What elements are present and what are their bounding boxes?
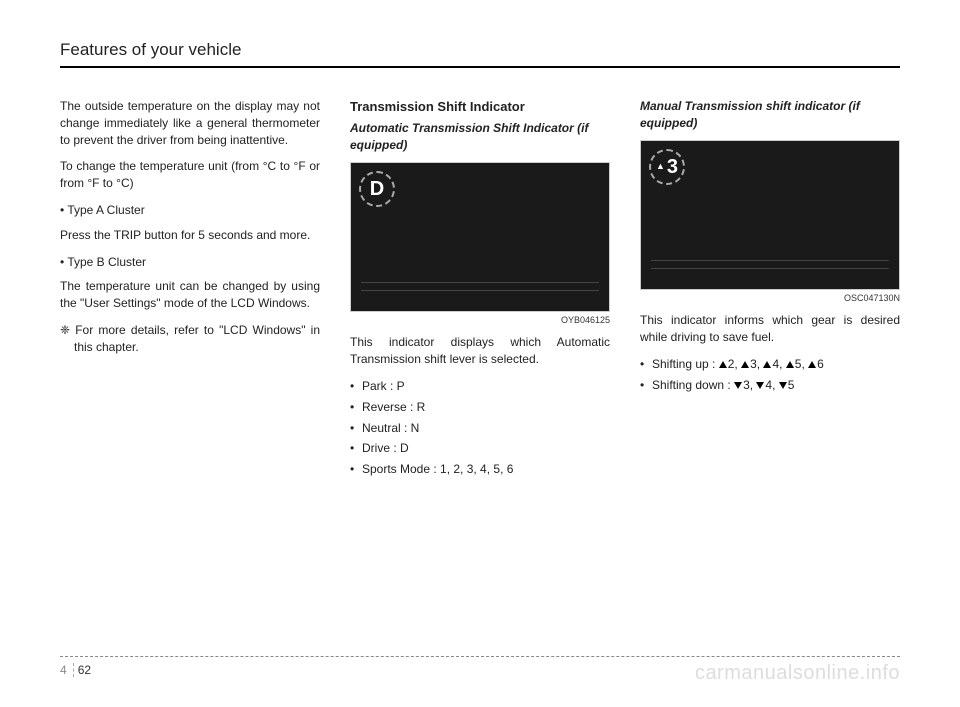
gear-val: 5 [788, 378, 795, 392]
auto-trans-subheading: Automatic Transmission Shift Indicator (… [350, 120, 610, 154]
auto-trans-image: D [350, 162, 610, 312]
section-number: 4 [60, 663, 74, 677]
page-header: Features of your vehicle [60, 40, 900, 68]
shift-up-line: Shifting up : 2, 3, 4, 5, 6 [640, 356, 900, 373]
up-arrow-icon: ▲ [656, 160, 665, 173]
dash-line [361, 290, 599, 291]
gear-number: 3 [667, 153, 678, 181]
type-a-text: Press the TRIP button for 5 seconds and … [60, 227, 320, 244]
list-item: Sports Mode : 1, 2, 3, 4, 5, 6 [350, 461, 610, 478]
column-2: Transmission Shift Indicator Automatic T… [350, 98, 610, 482]
gear-val: 4 [765, 378, 772, 392]
lcd-note: ❈ For more details, refer to "LCD Window… [60, 322, 320, 356]
gear-val: 6 [817, 357, 824, 371]
manual-trans-desc: This indicator informs which gear is des… [640, 312, 900, 346]
list-item: Reverse : R [350, 399, 610, 416]
content-columns: The outside temperature on the display m… [60, 98, 900, 482]
page-no: 62 [78, 663, 91, 677]
watermark-text: carmanualsonline.info [695, 662, 900, 685]
type-b-text: The temperature unit can be changed by u… [60, 278, 320, 312]
image-caption-2: OSC047130N [640, 292, 900, 305]
shift-down-label: Shifting down : [652, 378, 734, 392]
shift-down-line: Shifting down : 3, 4, 5 [640, 377, 900, 394]
dash-line [651, 260, 889, 261]
dash-line [361, 282, 599, 283]
temp-para-1: The outside temperature on the display m… [60, 98, 320, 148]
dash-line [651, 268, 889, 269]
type-b-label: • Type B Cluster [60, 254, 320, 271]
list-item: Neutral : N [350, 420, 610, 437]
triangle-up-icon [741, 361, 749, 368]
footer-divider [60, 656, 900, 657]
gear-position-list: Park : P Reverse : R Neutral : N Drive :… [350, 378, 610, 478]
temp-para-2: To change the temperature unit (from °C … [60, 158, 320, 192]
triangle-up-icon [763, 361, 771, 368]
triangle-down-icon [779, 382, 787, 389]
type-a-label: • Type A Cluster [60, 202, 320, 219]
manual-trans-image: ▲ 3 [640, 140, 900, 290]
gear-val: 3 [743, 378, 750, 392]
triangle-down-icon [734, 382, 742, 389]
gear-val: 5 [795, 357, 802, 371]
triangle-down-icon [756, 382, 764, 389]
auto-trans-desc: This indicator displays which Automatic … [350, 334, 610, 368]
gear-val: 3 [750, 357, 757, 371]
column-3: Manual Transmission shift indicator (if … [640, 98, 900, 482]
section-title: Features of your vehicle [60, 40, 900, 60]
list-item: Park : P [350, 378, 610, 395]
triangle-up-icon [808, 361, 816, 368]
shift-up-label: Shifting up : [652, 357, 719, 371]
list-item: Drive : D [350, 440, 610, 457]
gear-indicator-d: D [359, 171, 395, 207]
transmission-heading: Transmission Shift Indicator [350, 98, 610, 116]
triangle-up-icon [786, 361, 794, 368]
gear-val: 4 [772, 357, 779, 371]
triangle-up-icon [719, 361, 727, 368]
column-1: The outside temperature on the display m… [60, 98, 320, 482]
gear-val: 2 [728, 357, 735, 371]
manual-trans-subheading: Manual Transmission shift indicator (if … [640, 98, 900, 132]
image-caption-1: OYB046125 [350, 314, 610, 327]
gear-indicator-3: ▲ 3 [649, 149, 685, 185]
header-divider [60, 66, 900, 68]
